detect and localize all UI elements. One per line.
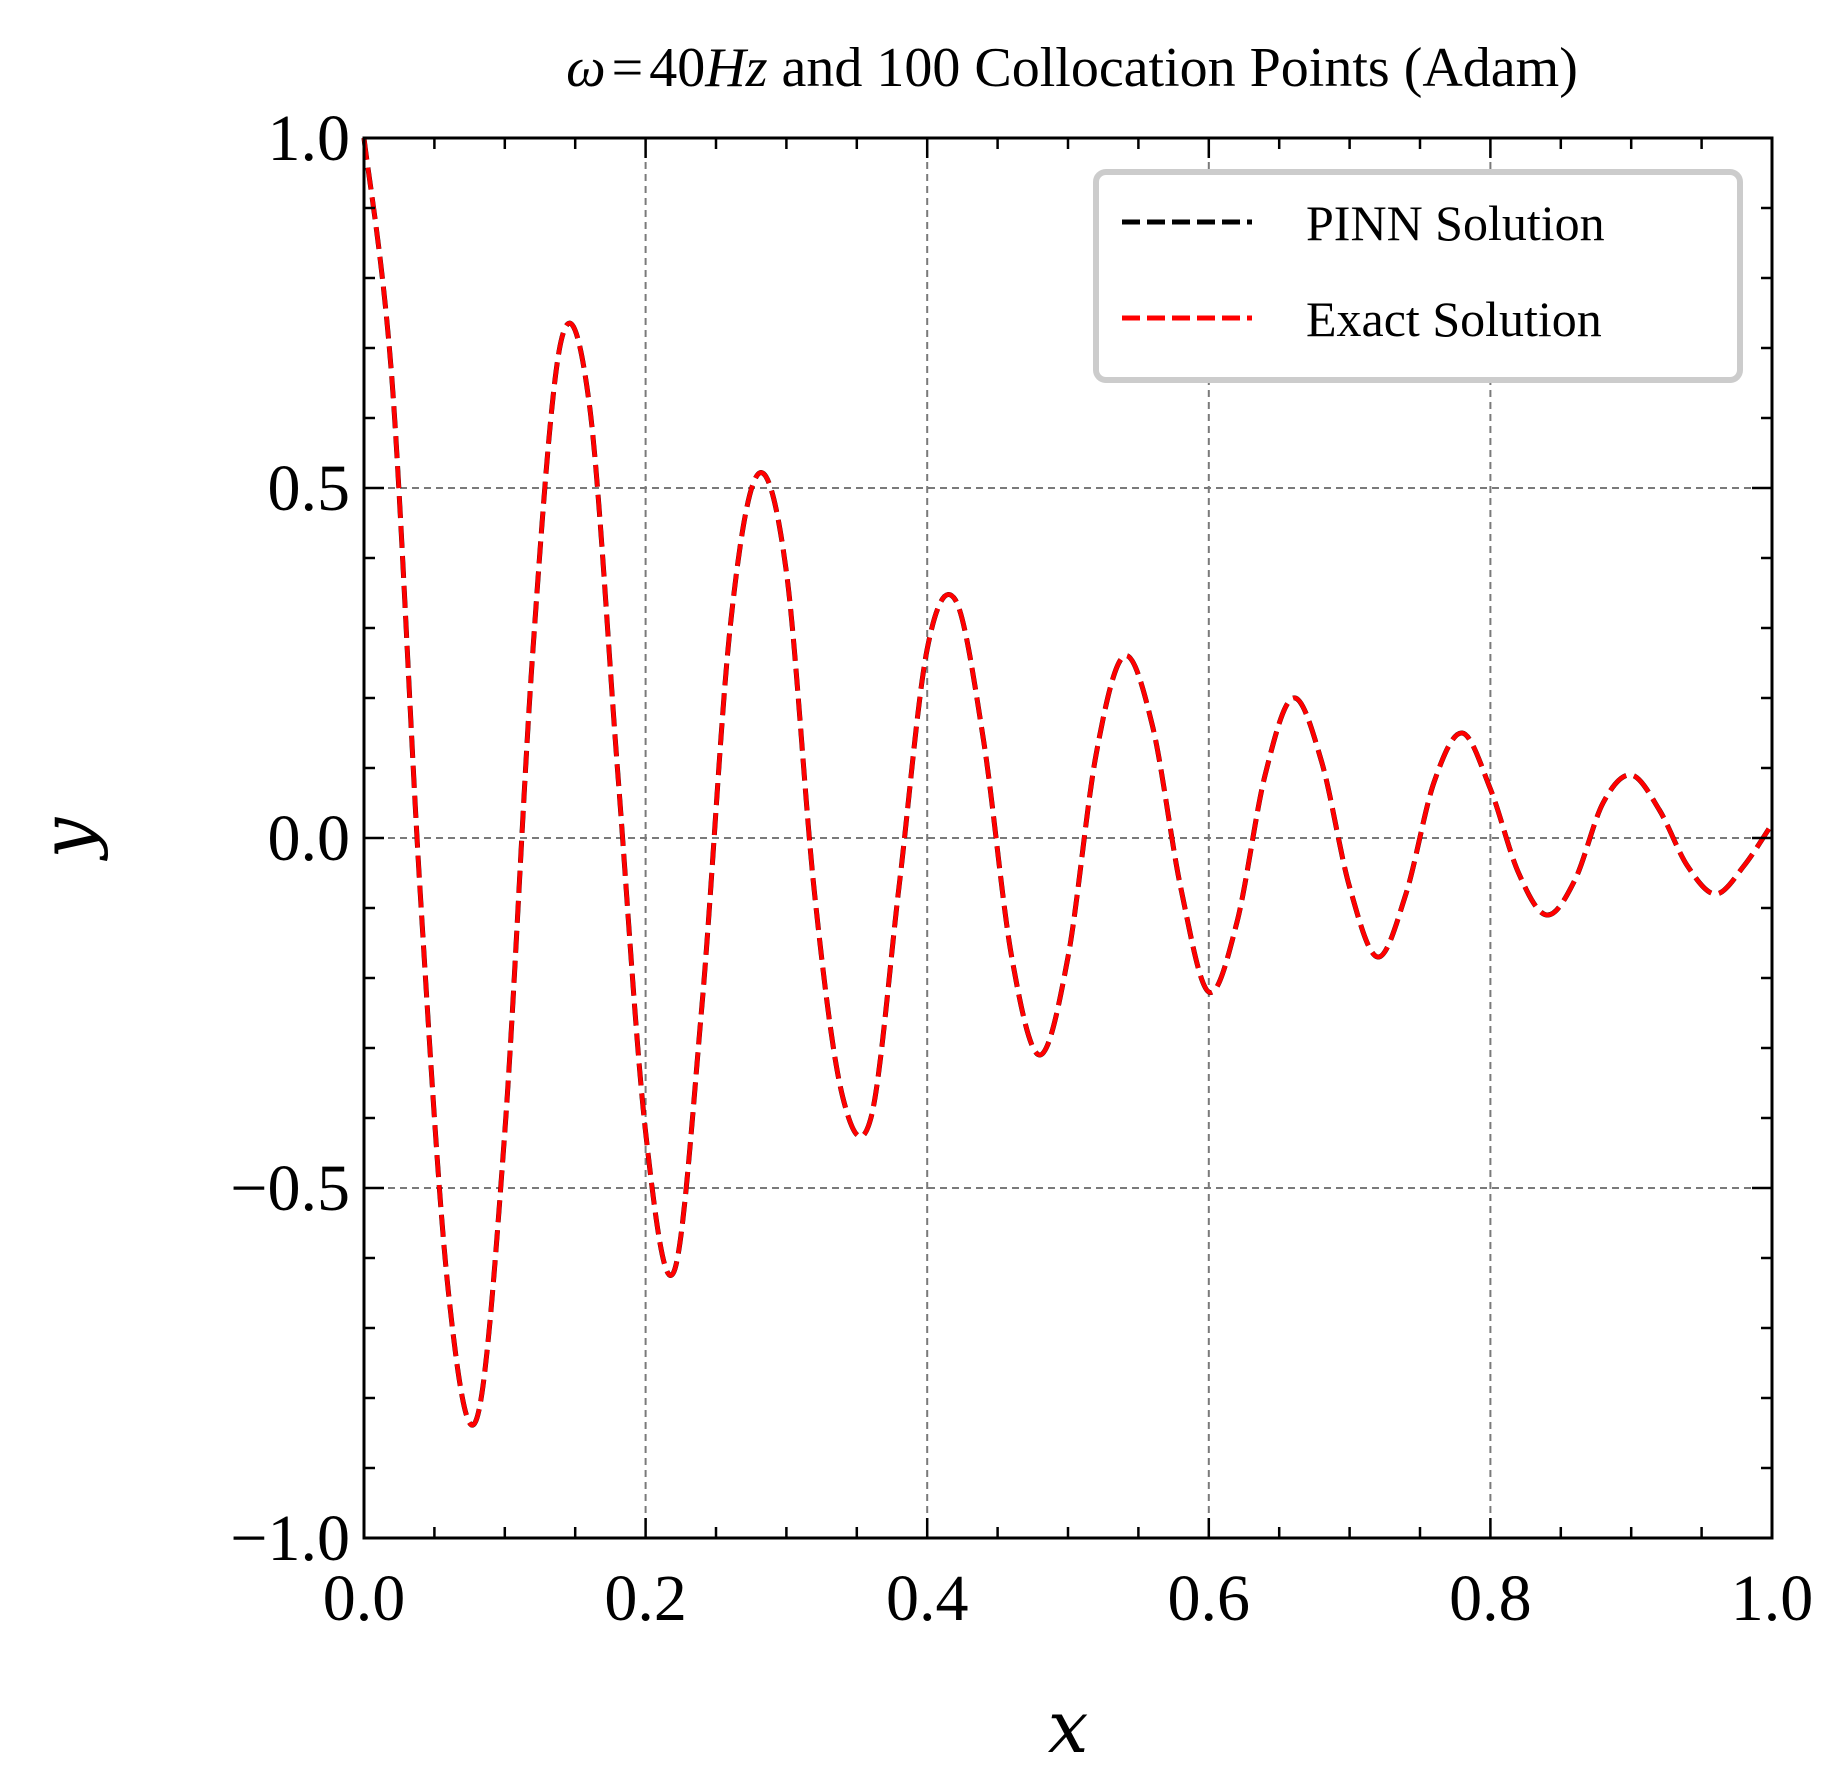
legend-label-pinn: PINN Solution xyxy=(1306,195,1605,251)
chart-title: ω = 40Hz and 100 Collocation Points (Adam) xyxy=(566,37,1578,99)
y-tick-label: −0.5 xyxy=(230,1152,350,1225)
title-rest: and 100 Collocation Points (Adam) xyxy=(768,37,1578,99)
y-tick-label: −1.0 xyxy=(230,1502,350,1575)
x-tick-label: 0.6 xyxy=(1168,1562,1251,1635)
title-value: 40 xyxy=(649,37,705,99)
series-lines xyxy=(361,137,1775,1428)
legend-box xyxy=(1093,169,1743,383)
x-tick-label: 1.0 xyxy=(1731,1562,1814,1635)
legend-label-exact: Exact Solution xyxy=(1306,291,1602,347)
series-line-exact-solution xyxy=(361,137,1774,1428)
y-tick-label: 1.0 xyxy=(268,102,351,175)
y-axis-label: y xyxy=(25,816,109,861)
x-tick-label: 0.8 xyxy=(1449,1562,1532,1635)
y-tick-label: 0.0 xyxy=(268,802,351,875)
tick-labels: 0.0 0.2 0.4 0.6 0.8 1.0 −1.0 −0.5 0.0 0.5 1.0 xyxy=(230,102,1813,1635)
y-tick-label: 0.5 xyxy=(268,452,351,525)
x-tick-label: 0.4 xyxy=(886,1562,969,1635)
legend: PINN Solution Exact Solution xyxy=(1093,169,1743,383)
tick-marks xyxy=(362,136,1774,1540)
title-omega: ω xyxy=(566,37,606,99)
x-tick-label: 0.0 xyxy=(323,1562,406,1635)
title-unit: Hz xyxy=(704,37,767,99)
x-axis-label: x xyxy=(1048,1685,1089,1769)
x-tick-label: 0.2 xyxy=(604,1562,687,1635)
title-equals: = xyxy=(612,37,644,99)
